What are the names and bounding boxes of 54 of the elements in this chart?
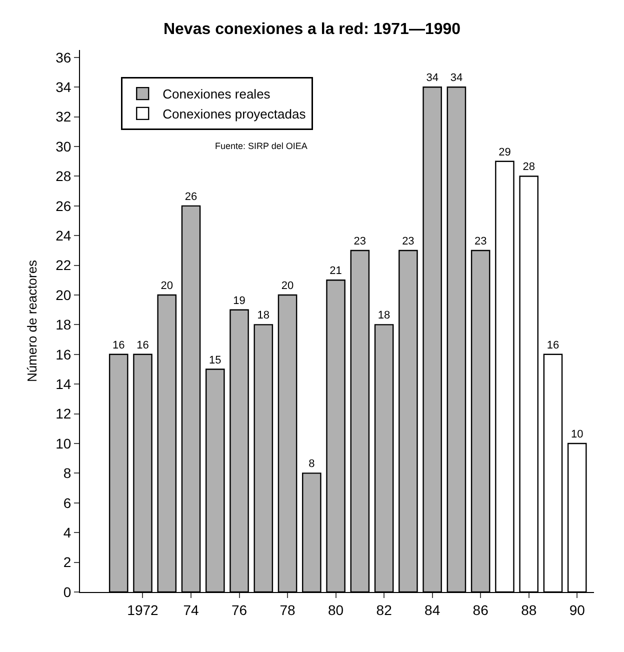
data-label: 16: [136, 339, 149, 352]
data-label: 29: [498, 146, 511, 158]
data-label: 34: [426, 72, 438, 84]
x-tick-label: 78: [280, 602, 296, 618]
x-tick-label: 1972: [127, 602, 159, 618]
x-tick-label: 74: [183, 602, 199, 618]
x-tick-label: 86: [472, 602, 489, 618]
data-label: 23: [402, 235, 414, 248]
chart-title: Nevas conexiones a la red: 1971—1990: [163, 21, 461, 38]
x-tick-label: 80: [328, 602, 344, 618]
data-label: 28: [522, 161, 535, 174]
data-label: 34: [450, 72, 463, 84]
data-label: 8: [308, 458, 315, 470]
x-tick-label: 82: [376, 602, 392, 618]
data-label: 18: [378, 310, 390, 322]
y-tick-label: 24: [56, 228, 72, 244]
y-tick-label: 6: [63, 494, 72, 511]
y-tick-label: 28: [56, 168, 72, 184]
legend-label: Conexiones reales: [162, 86, 271, 102]
y-axis-title: Número de reactores: [24, 259, 40, 382]
y-tick-label: 22: [56, 257, 72, 274]
y-tick-label: 16: [56, 346, 72, 362]
x-tick-label: 90: [569, 602, 586, 618]
y-tick-label: 36: [56, 49, 72, 66]
data-label: 19: [233, 294, 246, 307]
data-label: 20: [160, 280, 173, 292]
y-tick-label: 0: [63, 584, 72, 600]
y-tick-label: 30: [56, 138, 72, 154]
data-label: 20: [281, 280, 294, 292]
y-tick-label: 32: [56, 108, 72, 125]
y-tick-label: 26: [56, 198, 72, 214]
y-tick-label: 14: [56, 376, 72, 392]
data-label: 23: [354, 235, 366, 248]
y-tick-label: 4: [63, 524, 72, 540]
data-label: 16: [546, 339, 560, 352]
data-label: 16: [112, 339, 125, 352]
x-tick-label: 76: [231, 602, 248, 618]
y-tick-label: 18: [56, 316, 72, 333]
annotation: Fuente: SIRP del OIEA: [215, 141, 308, 151]
x-tick-label: 88: [521, 602, 537, 618]
y-tick-label: 34: [56, 79, 72, 96]
y-tick-label: 20: [56, 286, 72, 303]
legend-label: Conexiones proyectadas: [162, 106, 306, 122]
data-label: 26: [184, 190, 198, 203]
y-tick-label: 10: [56, 435, 72, 452]
y-tick-label: 8: [63, 465, 72, 482]
data-label: 15: [209, 354, 222, 366]
y-tick-label: 12: [56, 406, 72, 422]
x-tick-label: 84: [424, 602, 440, 618]
data-label: 23: [474, 235, 487, 248]
data-label: 21: [330, 265, 342, 278]
data-label: 10: [570, 428, 584, 441]
y-tick-label: 2: [63, 554, 72, 570]
data-label: 18: [257, 310, 270, 322]
